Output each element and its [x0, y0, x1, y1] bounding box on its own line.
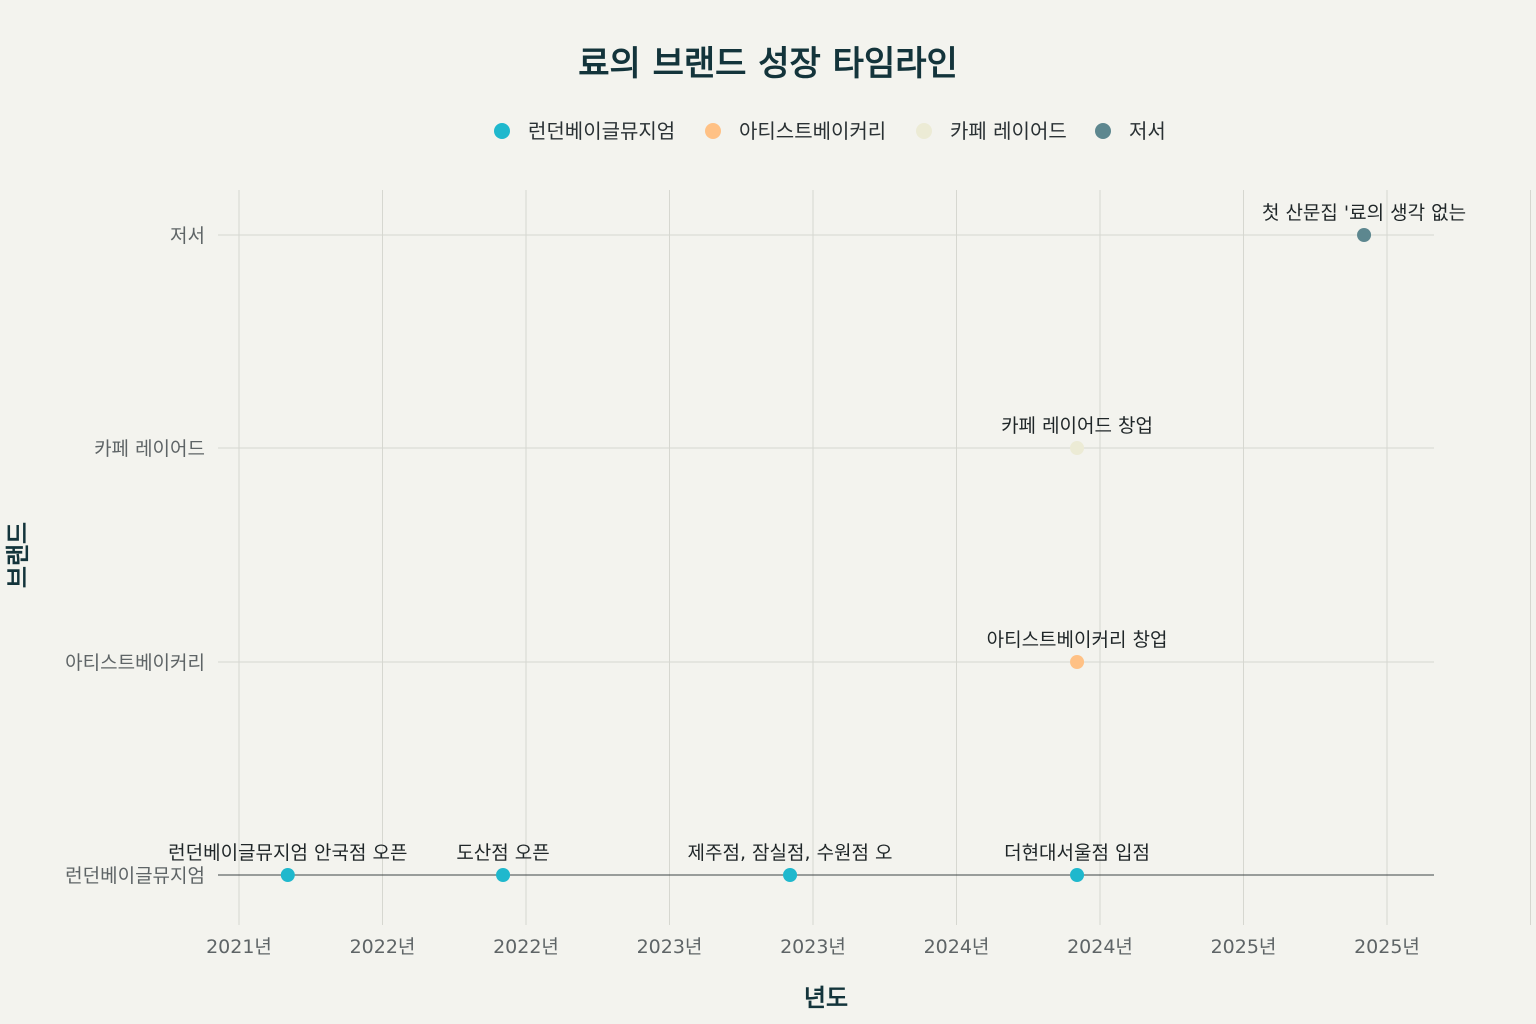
- y-tick-label: 아티스트베이커리: [65, 652, 205, 674]
- legend-label: 런던베이글뮤지엄: [528, 119, 675, 143]
- data-point: [280, 868, 295, 882]
- y-tick-label: 런던베이글뮤지엄: [65, 865, 205, 887]
- data-label: 런던베이글뮤지엄 안국점 오픈: [168, 842, 407, 864]
- gridlines: [218, 190, 1531, 925]
- chart-title: 료의 브랜드 성장 타임라인: [578, 44, 958, 84]
- x-tick-label: 2025년: [1211, 936, 1277, 958]
- data-label: 첫 산문집 '료의 생각 없는: [1262, 202, 1466, 224]
- x-tick-label: 2024년: [1067, 936, 1133, 958]
- data-point: [1070, 441, 1085, 455]
- legend-marker: [705, 123, 721, 139]
- data-point: [496, 868, 511, 882]
- data-point: [1070, 655, 1085, 669]
- data-point: [1357, 228, 1372, 242]
- x-tick-label: 2024년: [924, 936, 990, 958]
- x-axis-ticks: 2021년 2022년 2022년 2023년 2023년 2024년 2024년 2025년…: [206, 936, 1420, 958]
- x-tick-label: 2023년: [637, 936, 703, 958]
- legend-label: 저서: [1129, 119, 1166, 143]
- x-tick-label: 2022년: [493, 936, 559, 958]
- legend-marker: [494, 123, 510, 139]
- legend-marker: [916, 123, 932, 139]
- y-tick-label: 저서: [170, 225, 205, 247]
- y-tick-label: 카페 레이어드: [94, 438, 205, 460]
- x-axis-title: 년도: [804, 984, 848, 1012]
- x-tick-label: 2022년: [350, 936, 416, 958]
- data-label: 카페 레이어드 창업: [1001, 415, 1153, 437]
- legend: 런던베이글뮤지엄 아티스트베이커리 카페 레이어드 저서: [494, 119, 1166, 143]
- data-label: 도산점 오픈: [456, 842, 549, 864]
- y-axis-title: 브랜드: [4, 522, 32, 588]
- data-labels: 런던베이글뮤지엄 안국점 오픈 도산점 오픈 제주점, 잠실점, 수원점 오 더현대서…: [168, 202, 1466, 864]
- x-tick-label: 2021년: [206, 936, 272, 958]
- data-point: [1070, 868, 1085, 882]
- data-point: [783, 868, 798, 882]
- legend-label: 아티스트베이커리: [739, 119, 886, 143]
- data-label: 더현대서울점 입점: [1004, 842, 1150, 864]
- y-axis-ticks: 런던베이글뮤지엄 아티스트베이커리 카페 레이어드 저서: [65, 225, 205, 887]
- x-tick-label: 2023년: [780, 936, 846, 958]
- legend-marker: [1095, 123, 1111, 139]
- legend-label: 카페 레이어드: [950, 119, 1067, 143]
- data-label: 아티스트베이커리 창업: [987, 629, 1168, 651]
- x-tick-label: 2025년: [1354, 936, 1420, 958]
- data-label: 제주점, 잠실점, 수원점 오: [688, 842, 893, 864]
- data-points: [280, 228, 1372, 882]
